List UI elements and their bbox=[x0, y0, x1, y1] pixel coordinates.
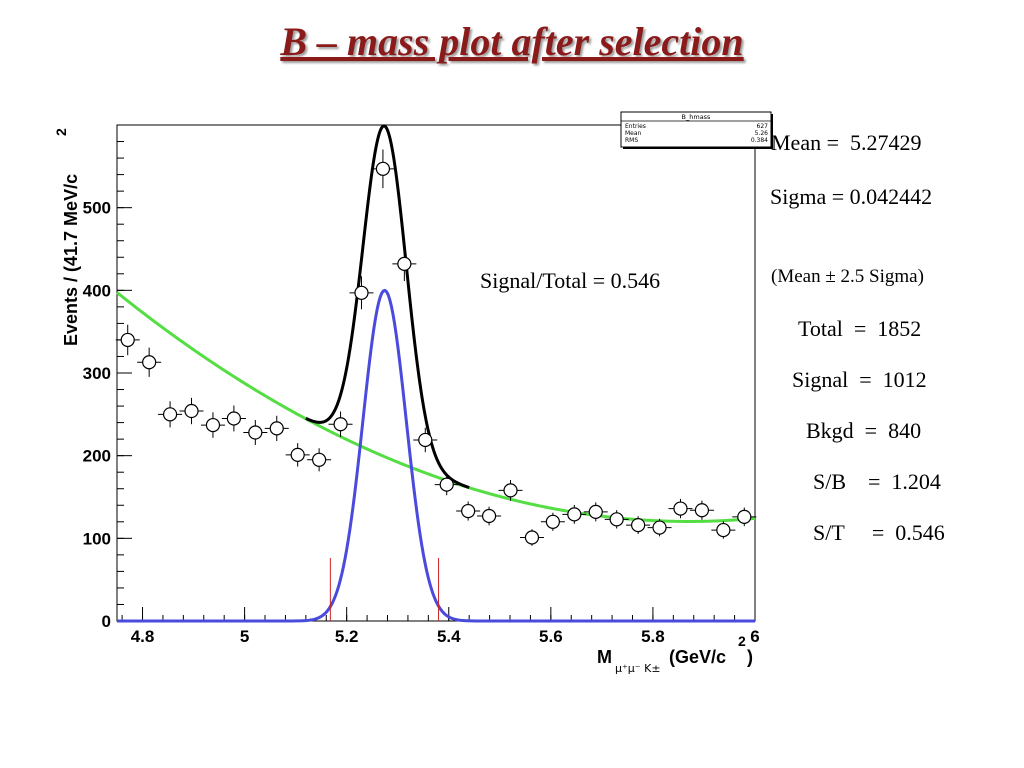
stat-bkgd: Bkgd = 840 bbox=[806, 418, 922, 443]
background-fit-curve bbox=[116, 291, 756, 523]
stat-box-row-label: Entries bbox=[625, 123, 646, 130]
x-axis-unit-exponent: 2 bbox=[738, 633, 746, 649]
signal-fit-curve bbox=[117, 288, 755, 623]
data-point bbox=[226, 411, 241, 426]
x-axis-unit-close: ) bbox=[747, 647, 753, 667]
slide-title: B – mass plot after selection bbox=[280, 19, 744, 64]
data-points bbox=[115, 149, 757, 546]
data-point bbox=[142, 355, 157, 370]
data-point bbox=[397, 256, 412, 271]
stat-box-row-value: 0.384 bbox=[751, 137, 768, 144]
data-point bbox=[716, 522, 731, 538]
stat-sigma: Sigma = 0.042442 bbox=[770, 184, 933, 209]
y-tick-label: 400 bbox=[83, 281, 111, 300]
data-point bbox=[354, 285, 369, 300]
data-point bbox=[524, 530, 540, 545]
data-point bbox=[312, 452, 327, 467]
stat-box-row-label: RMS bbox=[625, 137, 638, 144]
x-tick-label: 5.4 bbox=[437, 627, 461, 646]
stat-box-name: B_hmass bbox=[682, 113, 712, 121]
x-tick-label: 5.8 bbox=[641, 627, 665, 646]
data-point bbox=[588, 504, 603, 519]
data-point bbox=[120, 332, 135, 348]
data-point bbox=[269, 421, 284, 436]
data-point bbox=[737, 509, 752, 524]
data-point bbox=[609, 512, 624, 527]
x-tick-label: 4.8 bbox=[131, 627, 155, 646]
data-point bbox=[481, 508, 497, 524]
stat-box-row-label: Mean bbox=[625, 130, 642, 137]
fit-curves bbox=[116, 124, 756, 623]
data-point bbox=[439, 477, 454, 492]
data-point bbox=[631, 518, 646, 533]
data-point bbox=[184, 403, 199, 419]
root-stat-box: B_hmass Entries 627 Mean 5.26 RMS 0.384 bbox=[620, 111, 773, 149]
stat-mean: Mean = 5.27429 bbox=[771, 130, 922, 155]
axis-labels: Mμ⁺μ⁻ K± (GeV/c 2) Events / (41.7 MeV/c 2 bbox=[53, 128, 753, 675]
data-point bbox=[652, 520, 667, 535]
plot-border bbox=[116, 124, 756, 622]
x-tick-label: 6 bbox=[750, 627, 759, 646]
data-point bbox=[333, 417, 348, 432]
y-tick-label: 200 bbox=[83, 447, 111, 466]
data-point bbox=[673, 501, 688, 516]
total-fit-curve bbox=[305, 124, 470, 489]
plot-frame bbox=[116, 124, 756, 622]
stat-st: S/T = 0.546 bbox=[813, 520, 945, 545]
data-point bbox=[461, 503, 476, 519]
data-point bbox=[694, 503, 710, 518]
data-point bbox=[375, 161, 391, 176]
axis-ticks: 4.8 5 5.2 5.4 5.6 5.8 6 0 100 200 300 400 500 bbox=[83, 124, 760, 646]
data-point bbox=[567, 507, 582, 522]
data-point bbox=[248, 425, 263, 440]
x-tick-label: 5.2 bbox=[335, 627, 359, 646]
stat-sb: S/B = 1.204 bbox=[813, 469, 941, 494]
stat-total: Total = 1852 bbox=[798, 316, 922, 341]
stat-box bbox=[620, 111, 772, 148]
y-axis-unit-exponent: 2 bbox=[53, 128, 69, 136]
signal-total-label: Signal/Total = 0.546 bbox=[480, 268, 661, 293]
x-tick-label: 5 bbox=[240, 627, 249, 646]
stat-signal: Signal = 1012 bbox=[792, 367, 927, 392]
x-axis-label: M bbox=[597, 647, 612, 667]
y-axis-label: Events / (41.7 MeV/c bbox=[61, 174, 81, 346]
data-point bbox=[545, 514, 560, 529]
x-axis-label-subscript: μ⁺μ⁻ K± bbox=[615, 662, 661, 675]
y-tick-label: 500 bbox=[83, 199, 111, 218]
y-tick-label: 0 bbox=[102, 612, 111, 631]
y-tick-label: 300 bbox=[83, 364, 111, 383]
stat-box-row-value: 5.26 bbox=[755, 130, 769, 137]
data-point bbox=[290, 447, 305, 462]
data-point bbox=[162, 407, 178, 422]
stat-box-row-value: 627 bbox=[757, 123, 769, 130]
data-point bbox=[503, 483, 518, 498]
y-tick-label: 100 bbox=[83, 529, 111, 548]
x-axis-unit: (GeV/c bbox=[669, 647, 726, 667]
data-point bbox=[418, 432, 433, 448]
stat-window: (Mean ± 2.5 Sigma) bbox=[771, 266, 924, 287]
x-tick-label: 5.6 bbox=[539, 627, 563, 646]
data-point bbox=[205, 417, 221, 433]
